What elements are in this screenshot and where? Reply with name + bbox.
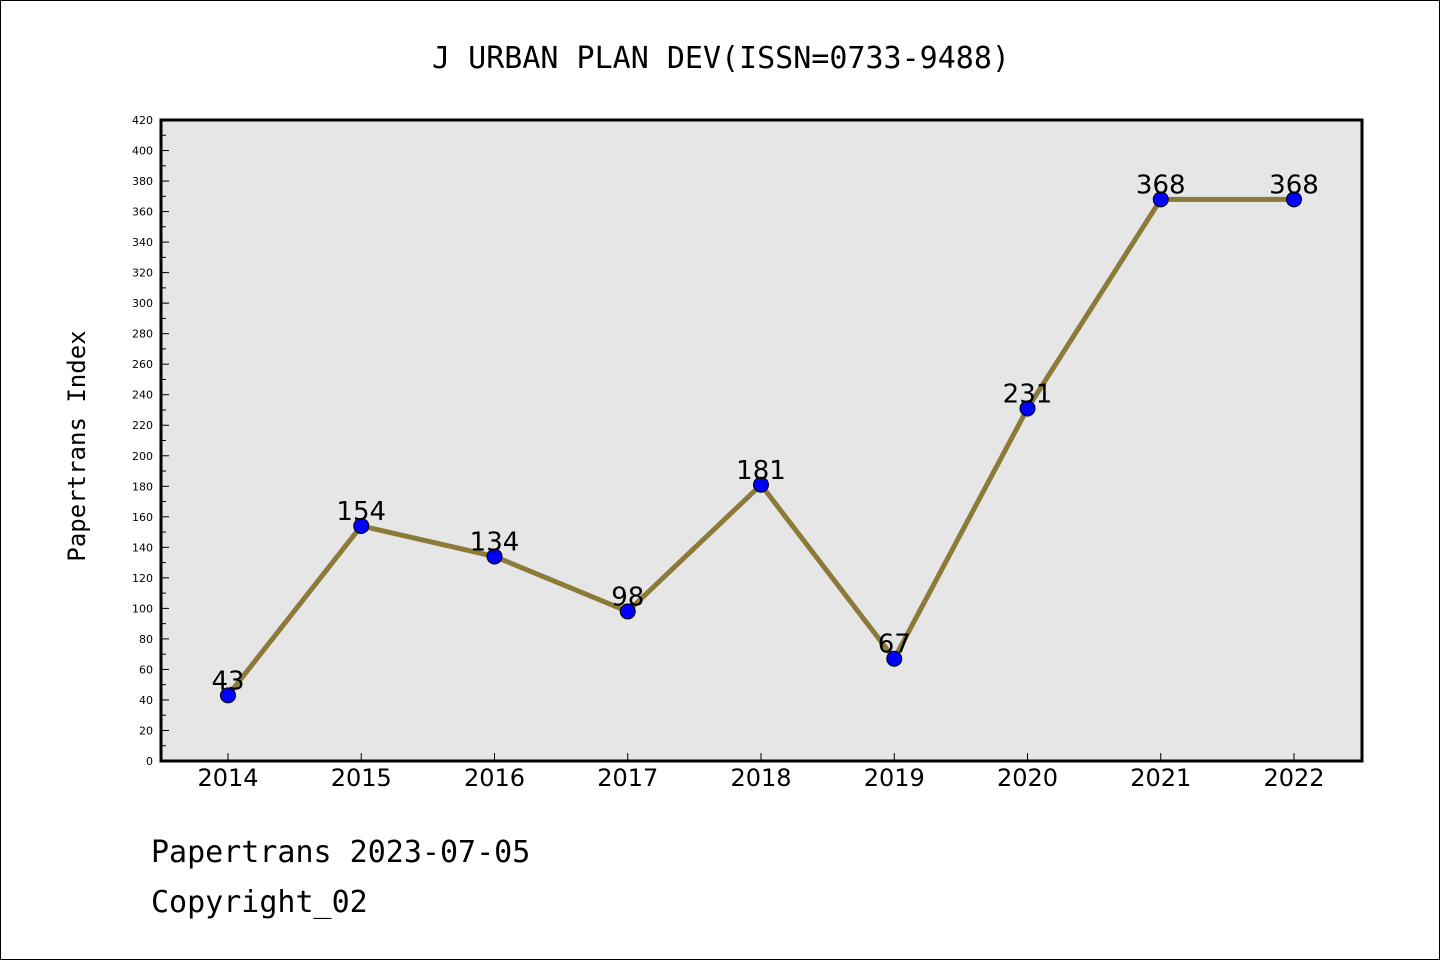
data-label: 154: [336, 497, 386, 527]
y-tick-label: 280: [132, 328, 153, 341]
y-tick-label: 300: [132, 297, 153, 310]
data-label: 368: [1136, 170, 1186, 200]
y-tick-label: 200: [132, 450, 153, 463]
data-point-marker: [220, 687, 236, 704]
y-tick-label: 60: [139, 663, 153, 676]
data-point-marker: [486, 548, 503, 565]
y-tick-label: 220: [132, 419, 153, 432]
data-point-marker: [353, 517, 370, 534]
data-label: 67: [878, 630, 911, 660]
y-tick-label: 400: [132, 145, 153, 158]
footer-date: Papertrans 2023-07-05: [151, 835, 531, 870]
x-tick-label: 2016: [464, 764, 525, 792]
y-tick-label: 420: [132, 114, 153, 127]
x-tick-label: 2017: [597, 764, 658, 792]
data-label: 98: [611, 582, 644, 612]
y-tick-label: 320: [132, 267, 153, 280]
y-tick-label: 340: [132, 236, 153, 249]
data-point-marker: [1019, 400, 1036, 417]
x-tick-label: 2019: [864, 764, 925, 792]
data-label: 231: [1003, 379, 1053, 409]
data-label: 368: [1269, 170, 1319, 200]
y-tick-label: 140: [132, 541, 153, 554]
x-tick-label: 2020: [997, 764, 1058, 792]
data-label-group: 43 154 134 98 181 67 231 368 368: [211, 170, 1318, 696]
data-point-marker: [1286, 191, 1302, 208]
data-point-marker: [886, 650, 903, 667]
y-tick-label: 380: [132, 175, 153, 188]
y-tick-label: 40: [139, 694, 153, 707]
x-axis-ticks: 2014 2015 2016 2017 2018 2019 2020 2021 2022: [197, 753, 1325, 792]
x-tick-label: 2018: [730, 764, 791, 792]
y-tick-label: 80: [139, 633, 153, 646]
x-tick-label: 2014: [197, 764, 258, 792]
marker-group: [220, 191, 1302, 704]
data-label: 134: [470, 527, 520, 557]
y-axis-label: Papertrans Index: [63, 330, 91, 561]
data-label: 181: [736, 456, 786, 486]
data-label: 43: [211, 666, 244, 696]
y-tick-label: 260: [132, 358, 153, 371]
x-tick-label: 2022: [1263, 764, 1324, 792]
data-point-marker: [753, 476, 769, 493]
y-tick-label: 240: [132, 389, 153, 402]
data-point-marker: [1152, 191, 1169, 208]
y-tick-label: 100: [132, 602, 153, 615]
y-tick-label: 0: [146, 755, 153, 768]
x-tick-label: 2015: [331, 764, 392, 792]
x-tick-label: 2021: [1130, 764, 1191, 792]
y-tick-label: 120: [132, 572, 153, 585]
y-tick-label: 160: [132, 511, 153, 524]
y-tick-label: 20: [139, 724, 153, 737]
data-point-marker: [619, 603, 636, 620]
plot-frame: [159, 118, 1364, 763]
plot-area: [161, 120, 1362, 761]
y-tick-label: 180: [132, 480, 153, 493]
y-tick-label: 360: [132, 206, 153, 219]
footer-copyright: Copyright_02: [151, 885, 368, 920]
chart-title: J URBAN PLAN DEV(ISSN=0733-9488): [432, 41, 1010, 76]
